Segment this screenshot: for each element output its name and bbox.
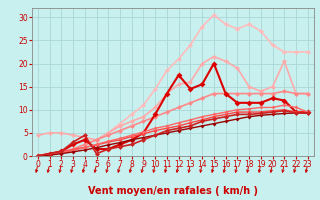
Text: Vent moyen/en rafales ( km/h ): Vent moyen/en rafales ( km/h ) bbox=[88, 186, 258, 196]
